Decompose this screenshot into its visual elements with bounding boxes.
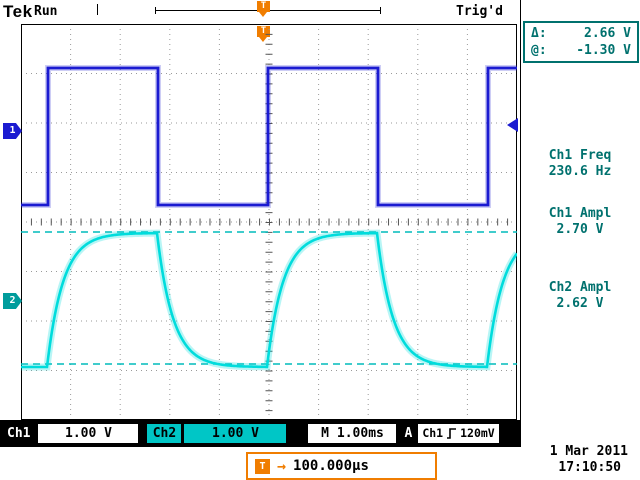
- cursor-at-label: @:: [531, 43, 547, 58]
- ch2-ground-marker: 2: [3, 293, 22, 309]
- cursor-readout-box: Δ: 2.66 V @: -1.30 V: [523, 21, 639, 63]
- measurement-ch1-ampl: Ch1 Ampl 2.70 V: [521, 206, 639, 238]
- measurement-label: Ch2 Ampl: [548, 280, 612, 295]
- measurement-ch1-freq: Ch1 Freq 230.6 Hz: [521, 148, 639, 180]
- trigger-position-record-icon: T: [257, 1, 270, 12]
- ch1-ground-marker: 1: [3, 123, 22, 139]
- ch2-scale-readout: 1.00 V: [184, 424, 287, 443]
- trigger-level-arrow-icon: [507, 118, 518, 132]
- acquisition-state: Run: [34, 4, 58, 19]
- cursor-delta-row: Δ: 2.66 V: [525, 25, 637, 42]
- measurement-value: 2.70 V: [556, 222, 604, 237]
- record-view-bracket-left: [155, 7, 156, 14]
- measurement-value: 2.62 V: [556, 296, 604, 311]
- date-readout: 1 Mar 2011: [549, 444, 628, 459]
- tek-logo: Tek: [3, 2, 33, 21]
- trigger-mode-label: A: [404, 426, 413, 441]
- trigger-readout: Ch1 120mV: [418, 424, 499, 443]
- timebase-label: M: [321, 426, 329, 441]
- timebase-value: 1.00ms: [336, 426, 384, 441]
- timebase-readout: M 1.00ms: [308, 424, 397, 443]
- delay-time-readout-box: T → 100.000µs: [246, 452, 437, 480]
- ch2-label: Ch2: [147, 424, 182, 443]
- delay-time-value: 100.000µs: [293, 458, 369, 474]
- cursor-at-row: @: -1.30 V: [525, 42, 637, 59]
- ch1-scale-readout: 1.00 V: [38, 424, 139, 443]
- cursor-delta-value: 2.66 V: [584, 26, 631, 41]
- measurement-label: Ch1 Freq: [548, 148, 612, 163]
- trigger-position-pointer-icon: [259, 37, 267, 42]
- trigger-delay-icon: T: [255, 458, 270, 474]
- trigger-position-marker-icon: T: [257, 26, 270, 37]
- rising-edge-icon: [447, 428, 457, 439]
- waveform-display: [21, 24, 517, 420]
- trigger-position-record-pointer-icon: [259, 12, 267, 17]
- panel-separator: [520, 0, 521, 447]
- measurement-label: Ch1 Ampl: [548, 206, 612, 221]
- record-view-bracket-right: [380, 7, 381, 14]
- ch1-label: Ch1: [7, 426, 31, 441]
- trigger-level-value: 120mV: [460, 426, 495, 440]
- cursor-delta-label: Δ:: [531, 26, 547, 41]
- measurement-ch2-ampl: Ch2 Ampl 2.62 V: [521, 280, 639, 312]
- trigger-status: Trig'd: [456, 4, 503, 19]
- status-bar: Ch1 1.00 V Ch2 1.00 V M 1.00ms A Ch1 120…: [0, 420, 521, 447]
- trigger-source: Ch1: [422, 426, 444, 440]
- measurement-value: 230.6 Hz: [548, 164, 612, 179]
- cursor-at-value: -1.30 V: [576, 43, 631, 58]
- record-view-tick: [97, 4, 98, 15]
- time-readout: 17:10:50: [558, 460, 621, 475]
- arrow-right-icon: →: [277, 456, 287, 475]
